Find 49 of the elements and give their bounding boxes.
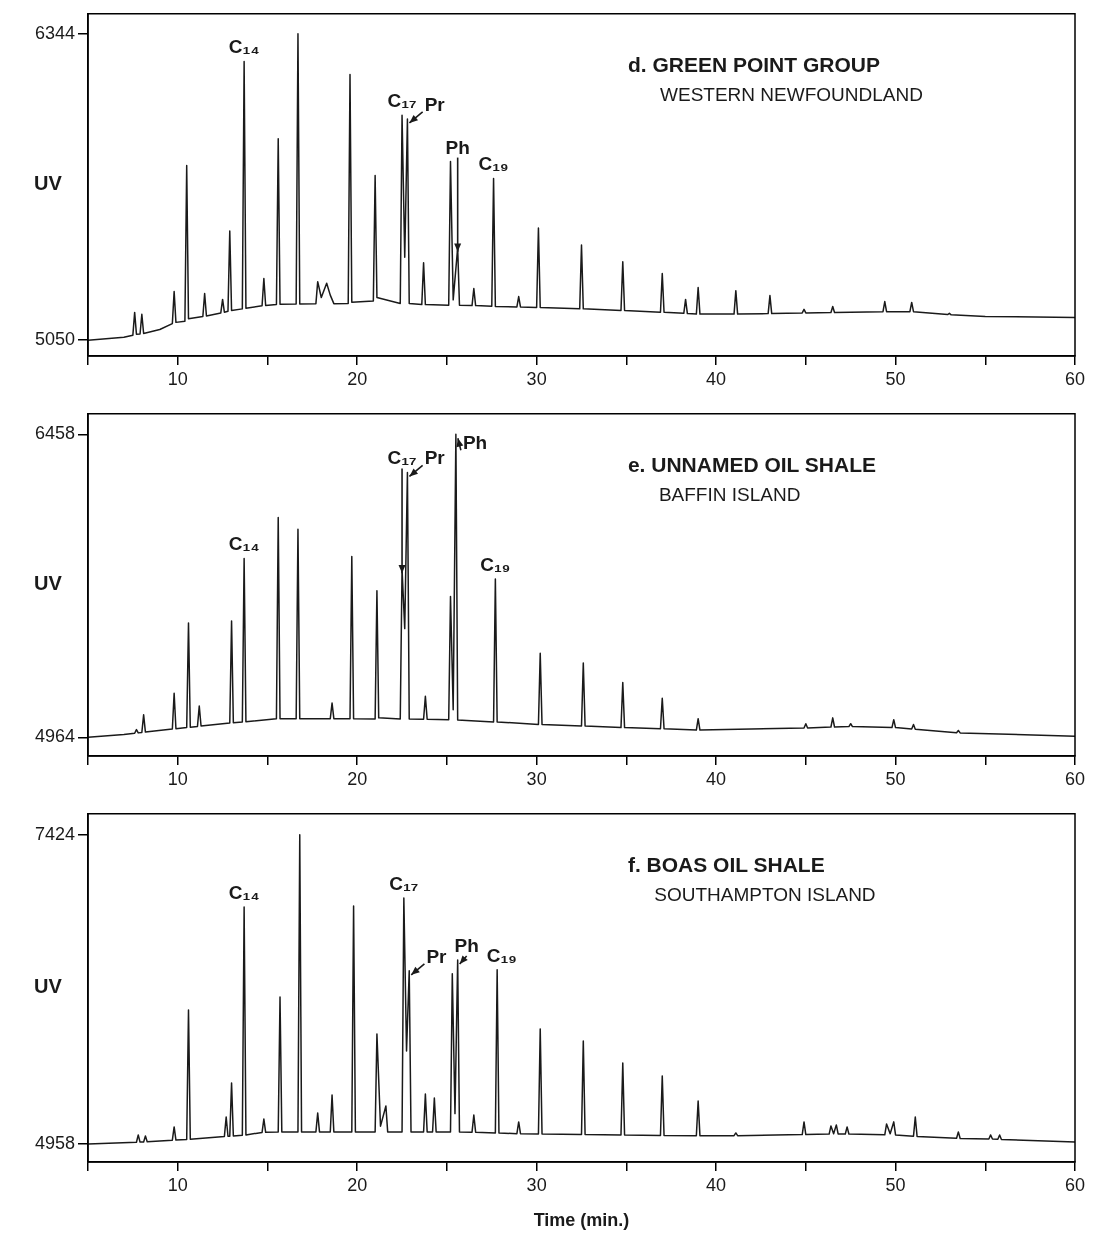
text: e. UNNAMED OIL SHALE	[627, 452, 877, 476]
annotation: Ph	[445, 136, 470, 158]
y-tick-label: 5050	[34, 329, 75, 350]
x-tick-label: 40	[706, 1174, 727, 1195]
x-tick-label: 50	[885, 768, 906, 789]
y-tick-label: 4964	[34, 726, 75, 747]
x-tick-label: 40	[706, 768, 727, 789]
x-tick-label: 10	[167, 368, 188, 389]
x-tick-label: 60	[1064, 1174, 1086, 1195]
text: d. GREEN POINT GROUP	[627, 52, 880, 76]
annotation: C₁₇	[389, 872, 419, 894]
y-axis-title: UV	[34, 975, 63, 998]
y-tick-label: 4958	[34, 1132, 75, 1153]
annotation: Ph	[462, 432, 488, 454]
x-tick-label: 20	[347, 768, 368, 789]
annotation: Pr	[424, 447, 446, 469]
x-tick-label: 30	[526, 368, 547, 389]
y-tick-label: 6458	[34, 423, 75, 444]
annotation: C₁₄	[228, 881, 260, 903]
x-tick-label: 40	[706, 368, 727, 389]
x-tick-label: 50	[885, 1174, 906, 1195]
annotation: C₁₉	[478, 153, 509, 175]
x-tick-label: 30	[526, 768, 547, 789]
y-axis-title: UV	[34, 572, 63, 595]
x-tick-label: 60	[1064, 368, 1086, 389]
annotation: Pr	[426, 945, 448, 967]
annotation: C₁₇	[387, 447, 417, 469]
annotation: C₁₉	[486, 944, 517, 966]
x-axis-title: Time (min.)	[533, 1210, 630, 1231]
text: SOUTHAMPTON ISLAND	[654, 883, 876, 905]
x-tick-label: 30	[526, 1174, 547, 1195]
annotation: Pr	[424, 93, 446, 115]
y-tick-label: 7424	[34, 823, 75, 844]
x-tick-label: 10	[167, 1174, 188, 1195]
x-tick-label: 60	[1064, 768, 1086, 789]
text: BAFFIN ISLAND	[658, 483, 801, 505]
y-axis-title: UV	[34, 172, 63, 195]
x-tick-label: 50	[885, 368, 906, 389]
annotation: C₁₄	[228, 36, 260, 58]
annotation: C₁₇	[387, 90, 417, 112]
annotation: C₁₄	[228, 533, 260, 555]
annotation: C₁₉	[480, 553, 511, 575]
text: f. BOAS OIL SHALE	[627, 852, 825, 876]
x-tick-label: 20	[347, 368, 368, 389]
annotation: Ph	[454, 934, 479, 956]
x-tick-label: 20	[347, 1174, 368, 1195]
text: WESTERN NEWFOUNDLAND	[660, 83, 923, 105]
x-tick-label: 10	[167, 768, 188, 789]
y-tick-label: 6344	[34, 22, 75, 43]
